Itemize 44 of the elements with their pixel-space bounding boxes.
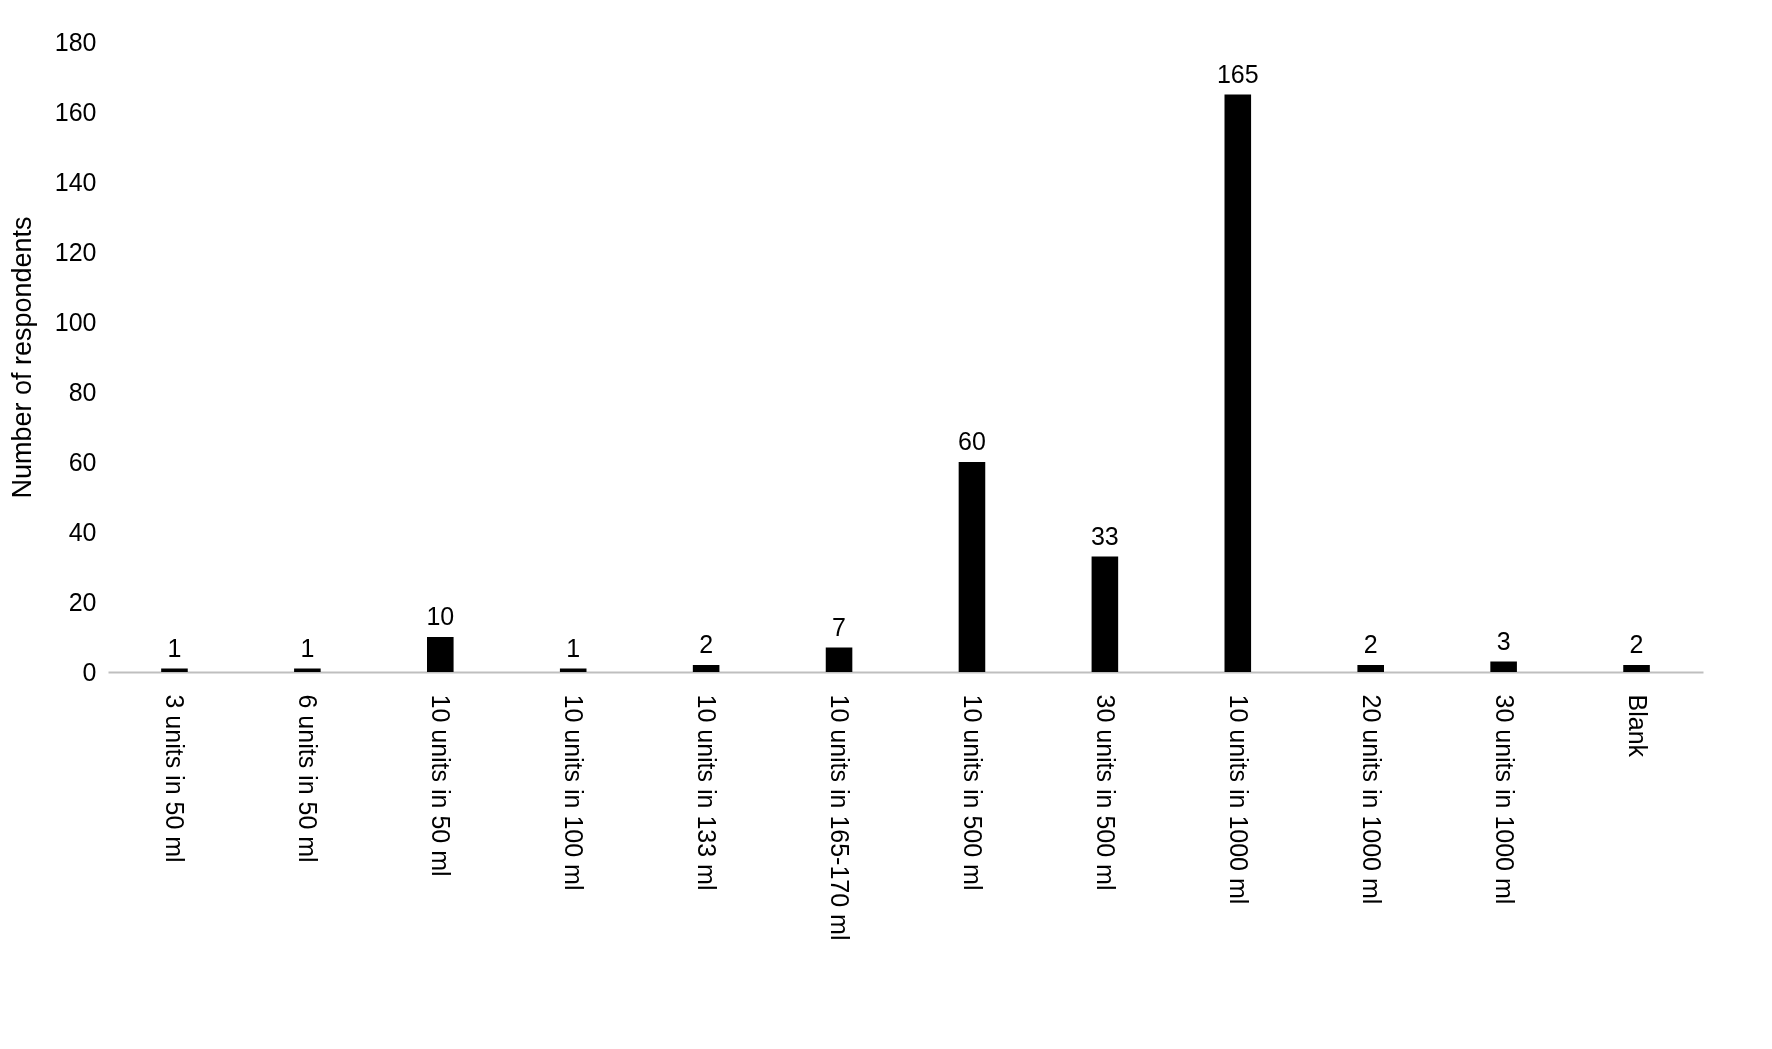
data-label: 10 (426, 602, 455, 630)
x-tick-label: 6 units in 50 ml (294, 694, 323, 863)
y-tick-label: 40 (68, 517, 97, 546)
bar (958, 462, 986, 672)
data-label: 2 (1629, 630, 1644, 658)
y-tick-label: 140 (54, 167, 97, 196)
data-label: 3 (1496, 626, 1511, 655)
y-tick-label: 60 (68, 447, 97, 476)
data-label: 1 (167, 633, 182, 662)
x-tick-label: 10 units in 500 ml (958, 694, 987, 891)
data-label: 1 (300, 633, 315, 662)
x-tick-label: 10 units in 165-170 ml (826, 694, 855, 941)
y-tick-label: 80 (68, 377, 97, 406)
data-label: 165 (1216, 59, 1259, 88)
data-label: 7 (832, 612, 846, 641)
data-label: 2 (699, 630, 714, 658)
x-tick-label: 3 units in 50 ml (161, 694, 190, 863)
bar (825, 647, 853, 672)
bar (1490, 661, 1517, 672)
y-tick-label: 120 (54, 237, 97, 266)
x-tick-label: 30 units in 500 ml (1091, 694, 1120, 891)
x-tick-label: Blank (1623, 694, 1652, 758)
bar (427, 637, 454, 672)
x-tick-label: 30 units in 1000 ml (1490, 694, 1519, 905)
data-label: 60 (958, 427, 986, 455)
x-tick-label: 20 units in 1000 ml (1357, 694, 1386, 905)
y-tick-label: 180 (54, 27, 97, 56)
y-tick-label: 160 (54, 97, 97, 126)
y-tick-label: 20 (68, 587, 97, 616)
data-label: 2 (1363, 630, 1378, 658)
x-tick-label: 10 units in 50 ml (427, 694, 456, 877)
bar (1357, 665, 1384, 672)
bar (692, 665, 720, 672)
bar (1091, 556, 1119, 672)
y-tick-label: 100 (54, 307, 97, 336)
data-label: 1 (566, 633, 581, 662)
y-tick-label: 0 (82, 657, 97, 686)
x-tick-label: 10 units in 1000 ml (1224, 694, 1253, 905)
bar (1623, 665, 1650, 672)
x-tick-label: 10 units in 133 ml (693, 694, 722, 891)
y-axis-title: Number of respondents (6, 216, 37, 499)
bar (1224, 94, 1252, 672)
data-label: 33 (1090, 521, 1119, 550)
x-tick-label: 10 units in 100 ml (560, 694, 589, 891)
